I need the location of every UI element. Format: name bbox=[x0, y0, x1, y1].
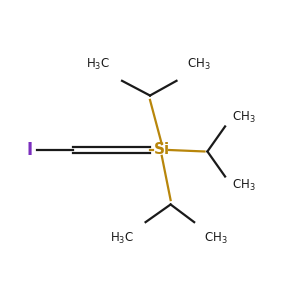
Text: CH$_3$: CH$_3$ bbox=[232, 110, 256, 125]
Text: CH$_3$: CH$_3$ bbox=[187, 57, 211, 72]
Text: CH$_3$: CH$_3$ bbox=[205, 231, 228, 246]
Text: Si: Si bbox=[154, 142, 170, 158]
Text: H$_3$C: H$_3$C bbox=[110, 231, 134, 246]
Text: I: I bbox=[26, 141, 32, 159]
Text: H$_3$C: H$_3$C bbox=[86, 57, 110, 72]
Text: CH$_3$: CH$_3$ bbox=[232, 178, 256, 193]
